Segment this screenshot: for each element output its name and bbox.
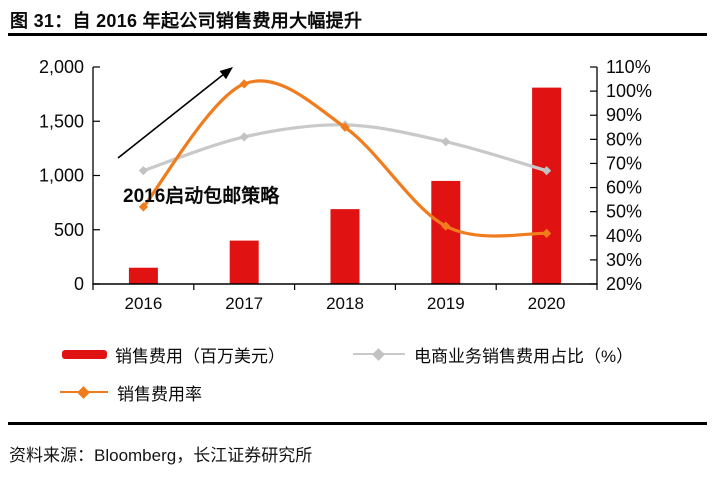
bar-2020 xyxy=(532,87,562,284)
bar-2019 xyxy=(431,180,461,284)
x-axis-label: 2020 xyxy=(528,294,566,313)
chart-area: 0 500 1,000 1,500 2,000 20% 30% 40% 50% 60% 70% 80%… xyxy=(0,50,714,320)
x-axis-label: 2016 xyxy=(124,294,162,313)
right-axis-tick-label: 30% xyxy=(606,250,642,270)
source-note: 资料来源：Bloomberg，长江证券研究所 xyxy=(9,446,313,465)
title-divider xyxy=(8,33,707,36)
left-axis-tick-label: 1,000 xyxy=(39,166,84,186)
left-axis-tick-label: 500 xyxy=(54,220,84,240)
ecommerce-expense-ratio-line-marker-2017 xyxy=(239,132,249,142)
right-axis-tick-label: 70% xyxy=(606,153,642,173)
bar-2017 xyxy=(229,240,259,284)
legend-item-expense-ratio: 销售费用率 xyxy=(60,382,202,404)
left-axis-tick-label: 0 xyxy=(74,274,84,294)
left-axis-tick-label: 1,500 xyxy=(39,111,84,131)
orange-line-swatch xyxy=(60,385,108,399)
left-axis-tick-label: 2,000 xyxy=(39,57,84,77)
ecommerce-expense-ratio-line-marker-2016 xyxy=(138,166,148,176)
legend-label-ecommerce-ratio: 电商业务销售费用占比（%） xyxy=(414,346,634,366)
annotation-arrow-line xyxy=(117,73,225,159)
combo-chart: 0 500 1,000 1,500 2,000 20% 30% 40% 50% 60% 70% 80%… xyxy=(39,57,652,313)
legend-item-sales-expense: 销售费用（百万美元） xyxy=(62,344,285,366)
x-axis-label: 2019 xyxy=(427,294,465,313)
sales-expense-ratio-line-marker-2016 xyxy=(138,202,148,212)
x-axis-label: 2018 xyxy=(326,294,364,313)
gray-diamond-marker-icon xyxy=(372,347,385,361)
annotation-arrowhead-icon xyxy=(219,67,233,80)
figure-title: 图 31：自 2016 年起公司销售费用大幅提升 xyxy=(10,11,363,31)
sales-expense-ratio-line-marker-2018 xyxy=(340,122,350,132)
ecommerce-expense-ratio-line-marker-2020 xyxy=(542,166,552,176)
bar-2018 xyxy=(330,209,360,284)
sales-expense-ratio-line-marker-2020 xyxy=(542,228,552,238)
ecommerce-expense-ratio-line-marker-2019 xyxy=(441,137,451,147)
right-axis-tick-label: 100% xyxy=(606,81,652,101)
legend-item-ecommerce-ratio: 电商业务销售费用占比（%） xyxy=(353,344,634,366)
right-axis-tick-label: 50% xyxy=(606,202,642,222)
right-axis-tick-label: 80% xyxy=(606,129,642,149)
right-axis-tick-label: 110% xyxy=(606,57,651,77)
right-axis-tick-label: 90% xyxy=(606,105,642,125)
orange-diamond-marker-icon xyxy=(77,385,90,399)
x-axis-label: 2017 xyxy=(225,294,263,313)
legend-label-sales-expense: 销售费用（百万美元） xyxy=(115,346,285,366)
gray-line-swatch xyxy=(353,347,405,361)
legend-label-expense-ratio: 销售费用率 xyxy=(117,384,202,404)
right-axis-tick-label: 40% xyxy=(606,226,642,246)
chart-annotation: 2016启动包邮策略 xyxy=(123,184,280,207)
right-axis-tick-label: 60% xyxy=(606,178,642,198)
bar-swatch xyxy=(62,349,107,359)
sales-expense-ratio-line-marker-2019 xyxy=(441,221,451,231)
sales-expense-ratio-line-marker-2017 xyxy=(239,79,249,89)
footer-divider xyxy=(8,422,707,425)
right-axis-tick-label: 20% xyxy=(606,274,642,294)
bar-2016 xyxy=(128,267,158,284)
